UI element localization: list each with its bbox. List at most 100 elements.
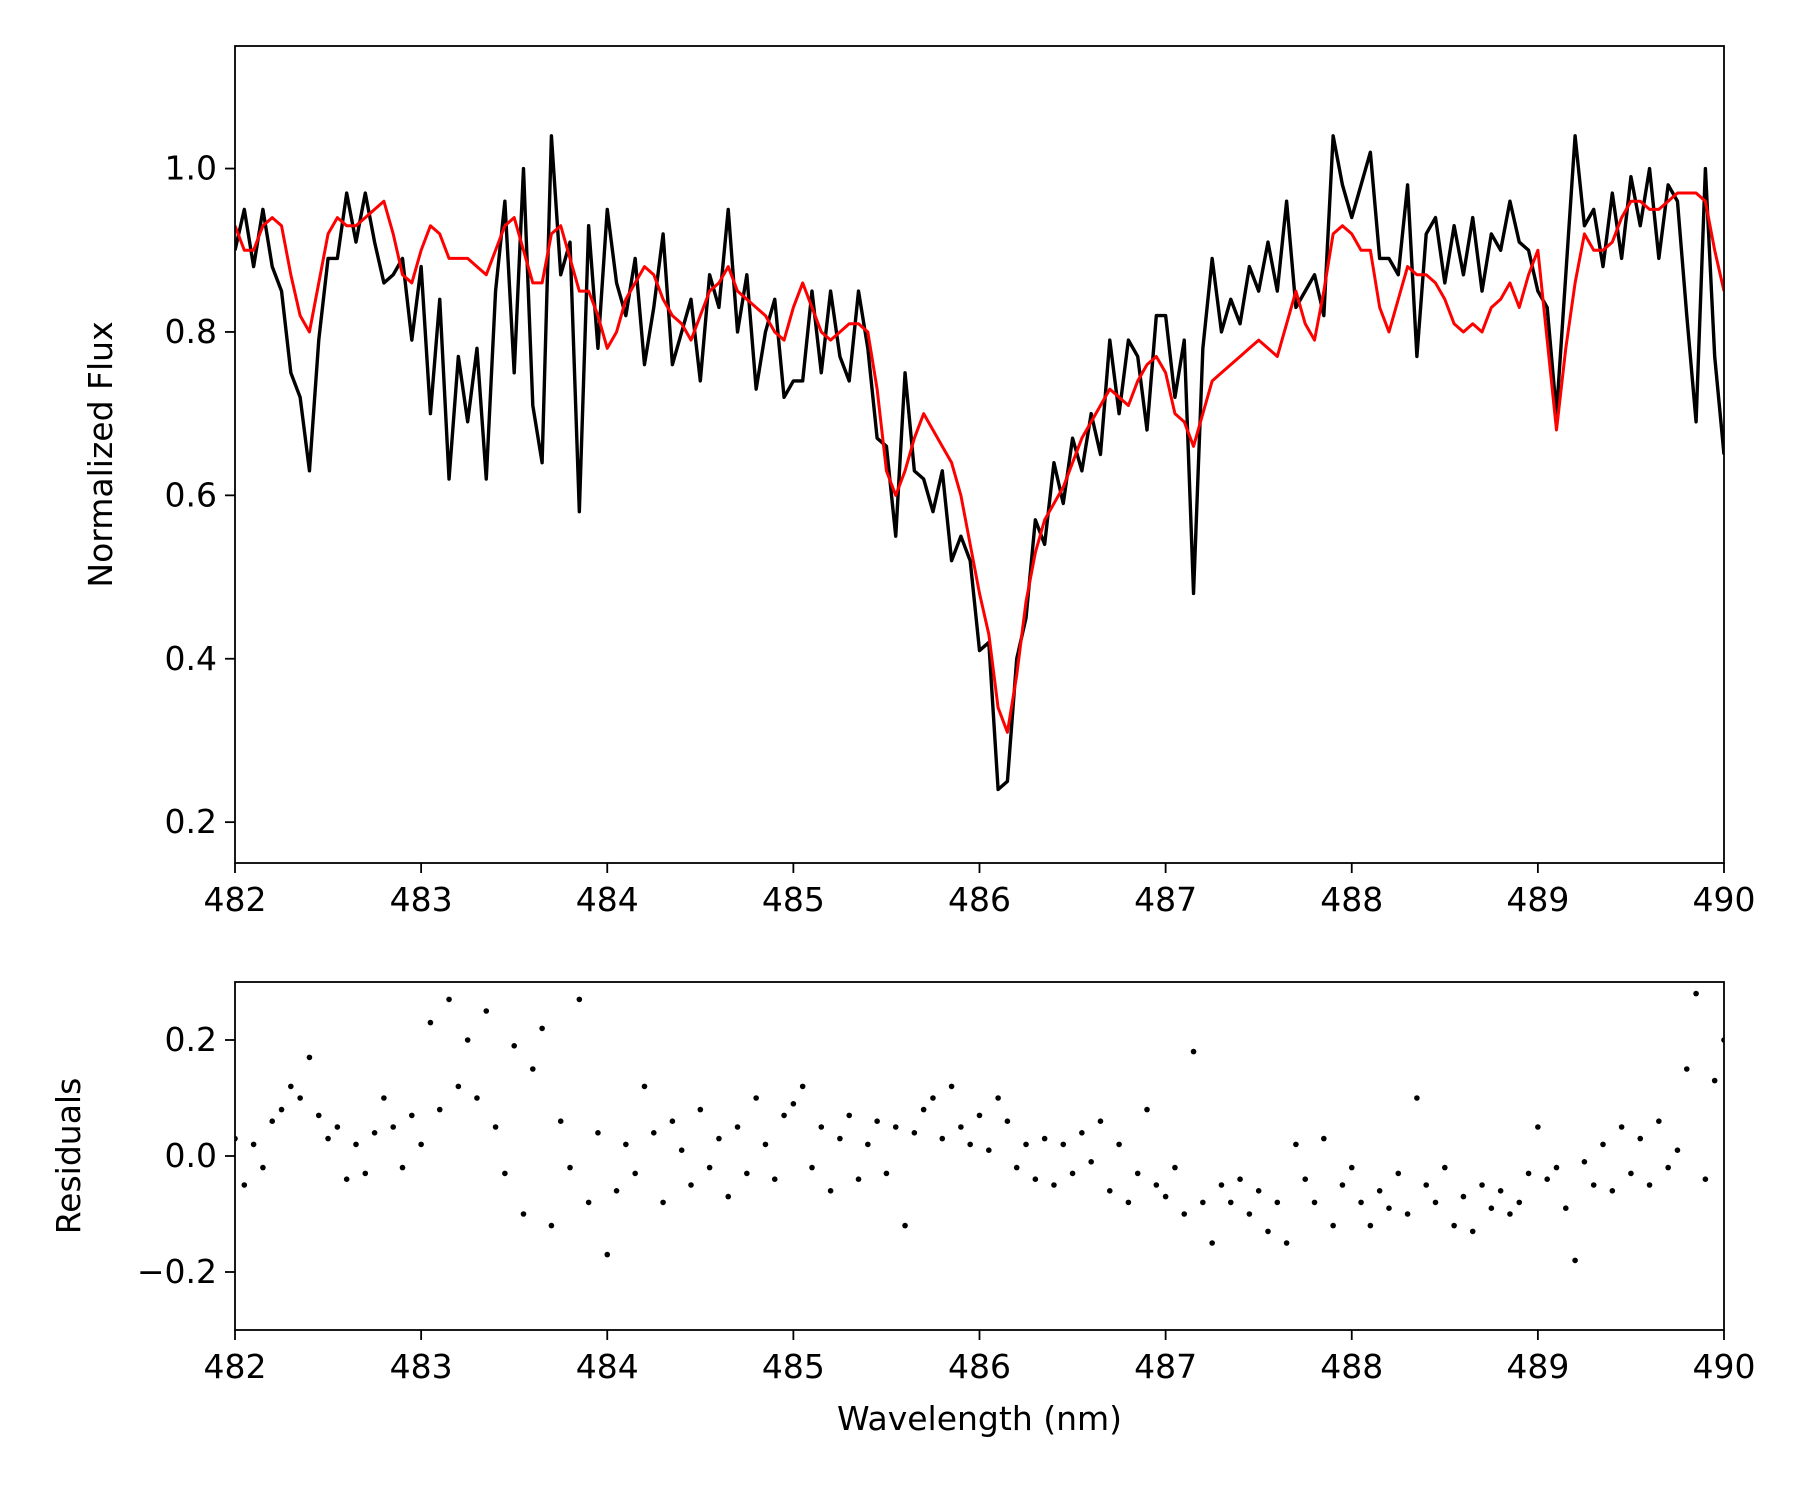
residual-point: [1395, 1170, 1402, 1177]
y-tick-label: 0.2: [165, 1020, 217, 1059]
residual-point: [613, 1188, 620, 1194]
residual-point: [399, 1164, 406, 1171]
residual-point: [1637, 1135, 1644, 1142]
residual-point: [390, 1124, 397, 1130]
residual-point: [902, 1222, 908, 1229]
residual-point: [492, 1124, 499, 1130]
residual-point: [585, 1199, 592, 1206]
residual-point: [986, 1147, 992, 1153]
residual-point: [1683, 1066, 1690, 1072]
x-axis-label: Wavelength (nm): [837, 1399, 1122, 1438]
residual-point: [827, 1188, 834, 1194]
residual-point: [343, 1176, 350, 1182]
residual-point: [678, 1147, 685, 1153]
residual-point: [604, 1251, 611, 1258]
residual-point: [1218, 1182, 1225, 1188]
residual-point: [1144, 1106, 1150, 1113]
residual-point: [1581, 1159, 1588, 1165]
residual-point: [1060, 1141, 1067, 1148]
residual-point: [1674, 1147, 1681, 1153]
residual-point: [1376, 1188, 1383, 1194]
residual-point: [1618, 1124, 1625, 1130]
residual-point: [650, 1130, 657, 1136]
residual-point: [1293, 1141, 1299, 1148]
residual-point: [353, 1141, 359, 1148]
residual-point: [1432, 1199, 1439, 1206]
x-tick-label: 484: [576, 1347, 639, 1386]
residual-point: [1116, 1141, 1122, 1148]
residual-point: [1255, 1188, 1262, 1194]
residual-point: [976, 1112, 983, 1119]
residual-point: [1358, 1199, 1364, 1206]
residual-point: [1469, 1228, 1476, 1235]
residual-point: [1423, 1182, 1429, 1188]
residual-point: [502, 1170, 508, 1177]
residual-point: [1339, 1182, 1346, 1188]
residual-point: [1628, 1170, 1634, 1177]
residual-point: [1590, 1182, 1597, 1188]
y-tick-label: 1.0: [165, 149, 217, 188]
residual-point: [1553, 1164, 1560, 1171]
residual-point: [455, 1083, 462, 1090]
residual-point: [1162, 1193, 1169, 1200]
residual-point: [539, 1025, 545, 1032]
residual-point: [1237, 1176, 1243, 1182]
residual-point: [846, 1112, 853, 1119]
residual-point: [1227, 1199, 1234, 1206]
residual-point: [920, 1106, 927, 1113]
residual-point: [576, 996, 583, 1003]
y-tick-label: 0.4: [165, 639, 217, 678]
residual-point: [1106, 1188, 1113, 1194]
residual-point: [771, 1176, 778, 1182]
residual-point: [1488, 1205, 1495, 1211]
residual-point: [1125, 1199, 1132, 1206]
residual-point: [1041, 1135, 1048, 1142]
y-axis-label: Residuals: [49, 1078, 88, 1235]
residual-point: [1600, 1141, 1606, 1148]
residual-point: [930, 1095, 936, 1101]
residual-point: [1097, 1118, 1104, 1124]
residual-point: [371, 1130, 378, 1136]
residual-point: [1507, 1211, 1513, 1217]
x-tick-label: 486: [948, 1347, 1011, 1386]
residual-point: [1134, 1170, 1141, 1177]
residual-point: [753, 1095, 759, 1101]
residual-point: [744, 1170, 750, 1177]
residual-point: [334, 1124, 341, 1130]
residual-point: [1609, 1188, 1616, 1194]
residual-point: [548, 1222, 555, 1229]
x-tick-label: 488: [1320, 1347, 1383, 1386]
residual-point: [1348, 1164, 1355, 1171]
residual-point: [315, 1112, 322, 1119]
residual-point: [1646, 1182, 1653, 1188]
residual-point: [1190, 1048, 1197, 1055]
residual-point: [1051, 1182, 1057, 1188]
residual-point: [483, 1008, 490, 1014]
residual-point: [1479, 1182, 1485, 1188]
residual-point: [837, 1135, 843, 1142]
residual-point: [1525, 1170, 1532, 1177]
residual-point: [567, 1164, 573, 1171]
residual-point: [641, 1083, 648, 1090]
residual-point: [865, 1141, 871, 1148]
x-tick-label: 483: [390, 1347, 453, 1386]
residual-point: [269, 1118, 276, 1124]
residual-point: [948, 1083, 955, 1090]
x-tick-label: 485: [762, 880, 825, 919]
residual-point: [1702, 1176, 1709, 1182]
residual-point: [250, 1141, 257, 1148]
residual-point: [474, 1095, 480, 1101]
x-tick-label: 482: [204, 880, 267, 919]
residual-point: [1013, 1164, 1020, 1171]
residual-point: [511, 1043, 517, 1049]
residual-point: [1544, 1176, 1550, 1182]
x-tick-label: 482: [204, 1347, 267, 1386]
residual-point: [911, 1130, 918, 1136]
residual-point: [939, 1135, 946, 1142]
y-axis-label: Normalized Flux: [81, 321, 120, 587]
residual-point: [716, 1135, 722, 1142]
residual-point: [660, 1199, 666, 1206]
residual-point: [1246, 1211, 1253, 1217]
